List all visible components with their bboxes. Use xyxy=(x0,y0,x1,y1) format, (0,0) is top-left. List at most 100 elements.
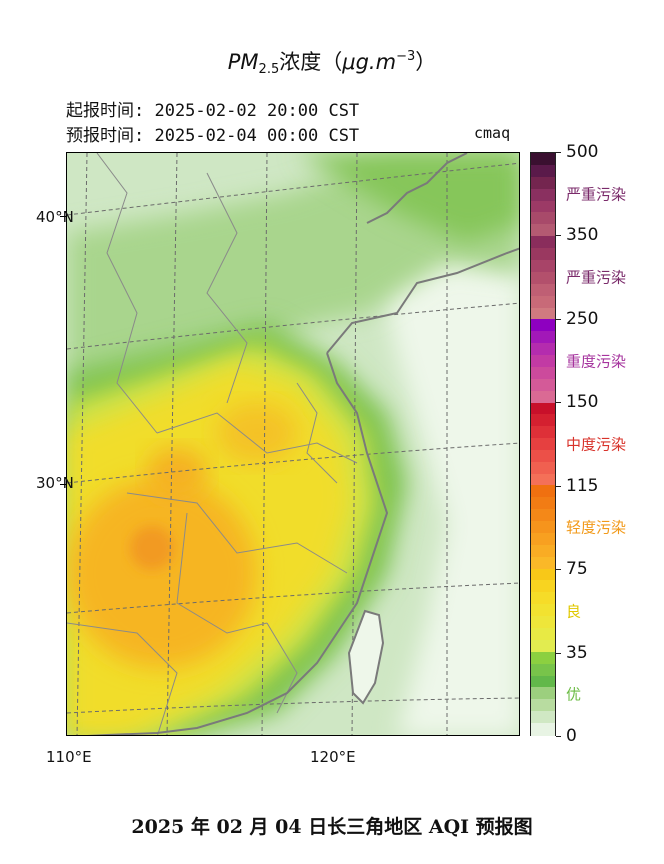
colorbar-band xyxy=(531,176,555,190)
colorbar-band xyxy=(531,367,555,380)
colorbar-band xyxy=(531,627,555,641)
colorbar-band xyxy=(531,426,555,439)
colorbar-tick xyxy=(556,652,561,654)
map-title: PM2.5浓度（μg.m−3） xyxy=(0,46,664,77)
colorbar-band xyxy=(531,283,555,297)
title-exp: −3 xyxy=(396,49,416,64)
colorbar-band xyxy=(531,580,555,593)
colorbar-band xyxy=(531,212,555,225)
colorbar-band xyxy=(531,295,555,309)
colorbar-band xyxy=(531,402,555,416)
colorbar-tick-label: 75 xyxy=(566,559,588,580)
northeast-green xyxy=(297,153,519,243)
figure-caption: 2025 年 02 月 04 日长三角地区 AQI 预报图 xyxy=(131,816,533,838)
colorbar-tick-label: 250 xyxy=(566,308,599,329)
colorbar-category-label: 良 xyxy=(566,602,582,621)
colorbar-band xyxy=(531,485,555,498)
colorbar-band xyxy=(531,307,555,321)
colorbar-tick xyxy=(556,569,561,571)
map-svg xyxy=(67,153,519,735)
clean-ocean xyxy=(367,213,519,735)
colorbar-band xyxy=(531,153,555,166)
colorbar-band xyxy=(531,604,555,617)
model-label: cmaq xyxy=(474,124,511,142)
lat-label-40: 40°N xyxy=(36,208,74,226)
colorbar-band xyxy=(531,711,555,724)
colorbar-band xyxy=(531,378,555,392)
colorbar-band xyxy=(531,556,555,570)
lon-label-110: 110°E xyxy=(46,748,92,766)
colorbar-band xyxy=(531,260,555,273)
colorbar-tick-label: 500 xyxy=(566,142,599,162)
colorbar-band xyxy=(531,200,555,214)
hotspot xyxy=(130,526,174,570)
graticule xyxy=(67,153,519,735)
colorbar-tick xyxy=(556,235,561,237)
colorbar-band xyxy=(531,438,555,451)
lat-tick-30 xyxy=(60,484,66,485)
colorbar-band xyxy=(531,188,555,202)
colorbar-band xyxy=(531,319,555,332)
title-pm: PM xyxy=(227,50,259,74)
colorbar-tick-label: 0 xyxy=(566,726,577,746)
colorbar-band xyxy=(531,236,555,249)
colorbar-band xyxy=(531,414,555,427)
colorbar-band xyxy=(531,568,555,582)
title-unit: μg.m xyxy=(342,50,397,74)
colorbar-band xyxy=(531,224,555,237)
colorbar-tick xyxy=(556,318,561,320)
coastline xyxy=(86,153,519,735)
colorbar-band xyxy=(531,592,555,605)
colorbar-category-label: 中度污染 xyxy=(566,435,627,454)
colorbar-band xyxy=(531,509,555,522)
colorbar-band xyxy=(531,544,555,558)
colorbar-band xyxy=(531,532,555,546)
pm25-map xyxy=(66,152,520,736)
colorbar-tick-label: 150 xyxy=(566,392,599,413)
lat-label-30: 30°N xyxy=(36,474,74,492)
colorbar-tick xyxy=(556,736,561,737)
colorbar-band xyxy=(531,675,555,689)
colorbar xyxy=(530,152,556,736)
lat-tick-40 xyxy=(60,216,66,217)
colorbar-band xyxy=(531,663,555,677)
colorbar-band xyxy=(531,687,555,700)
colorbar-band xyxy=(531,473,555,486)
title-sub: 2.5 xyxy=(258,62,280,77)
colorbar-band xyxy=(531,461,555,475)
colorbar-band xyxy=(531,271,555,285)
colorbar-tick-label: 350 xyxy=(566,225,599,246)
colorbar-category-label: 严重污染 xyxy=(566,185,627,204)
colorbar-tick xyxy=(556,402,561,404)
colorbar-band xyxy=(531,164,555,178)
colorbar-band xyxy=(531,331,555,344)
colorbar-tick-label: 35 xyxy=(566,642,588,663)
colorbar-band xyxy=(531,390,555,404)
colorbar-category-label: 严重污染 xyxy=(566,268,627,287)
colorbar-band xyxy=(531,639,555,653)
lon-label-120: 120°E xyxy=(310,748,356,766)
colorbar-band xyxy=(531,723,555,736)
colorbar-tick xyxy=(556,152,561,153)
colorbar-band xyxy=(531,520,555,534)
title-mid: 浓度（ xyxy=(279,50,343,74)
colorbar-tick-label: 115 xyxy=(566,475,599,496)
colorbar-category-label: 优 xyxy=(566,685,582,704)
colorbar-band xyxy=(531,343,555,356)
colorbar-band xyxy=(531,497,555,510)
province-borders xyxy=(67,153,358,735)
colorbar-category-label: 轻度污染 xyxy=(566,518,627,537)
forecast-time: 预报时间: 2025-02-04 00:00 CST xyxy=(66,126,360,146)
colorbar-category-label: 重度污染 xyxy=(566,352,627,371)
colorbar-band xyxy=(531,355,555,368)
colorbar-tick xyxy=(556,485,561,487)
colorbar-band xyxy=(531,651,555,665)
title-end: ） xyxy=(415,50,437,74)
colorbar-band xyxy=(531,449,555,463)
issue-time: 起报时间: 2025-02-02 20:00 CST xyxy=(66,101,360,121)
orange-core-2 xyxy=(217,403,297,463)
orange-core-3 xyxy=(147,448,207,498)
colorbar-band xyxy=(531,248,555,261)
colorbar-band xyxy=(531,616,555,629)
orange-core xyxy=(67,478,257,668)
